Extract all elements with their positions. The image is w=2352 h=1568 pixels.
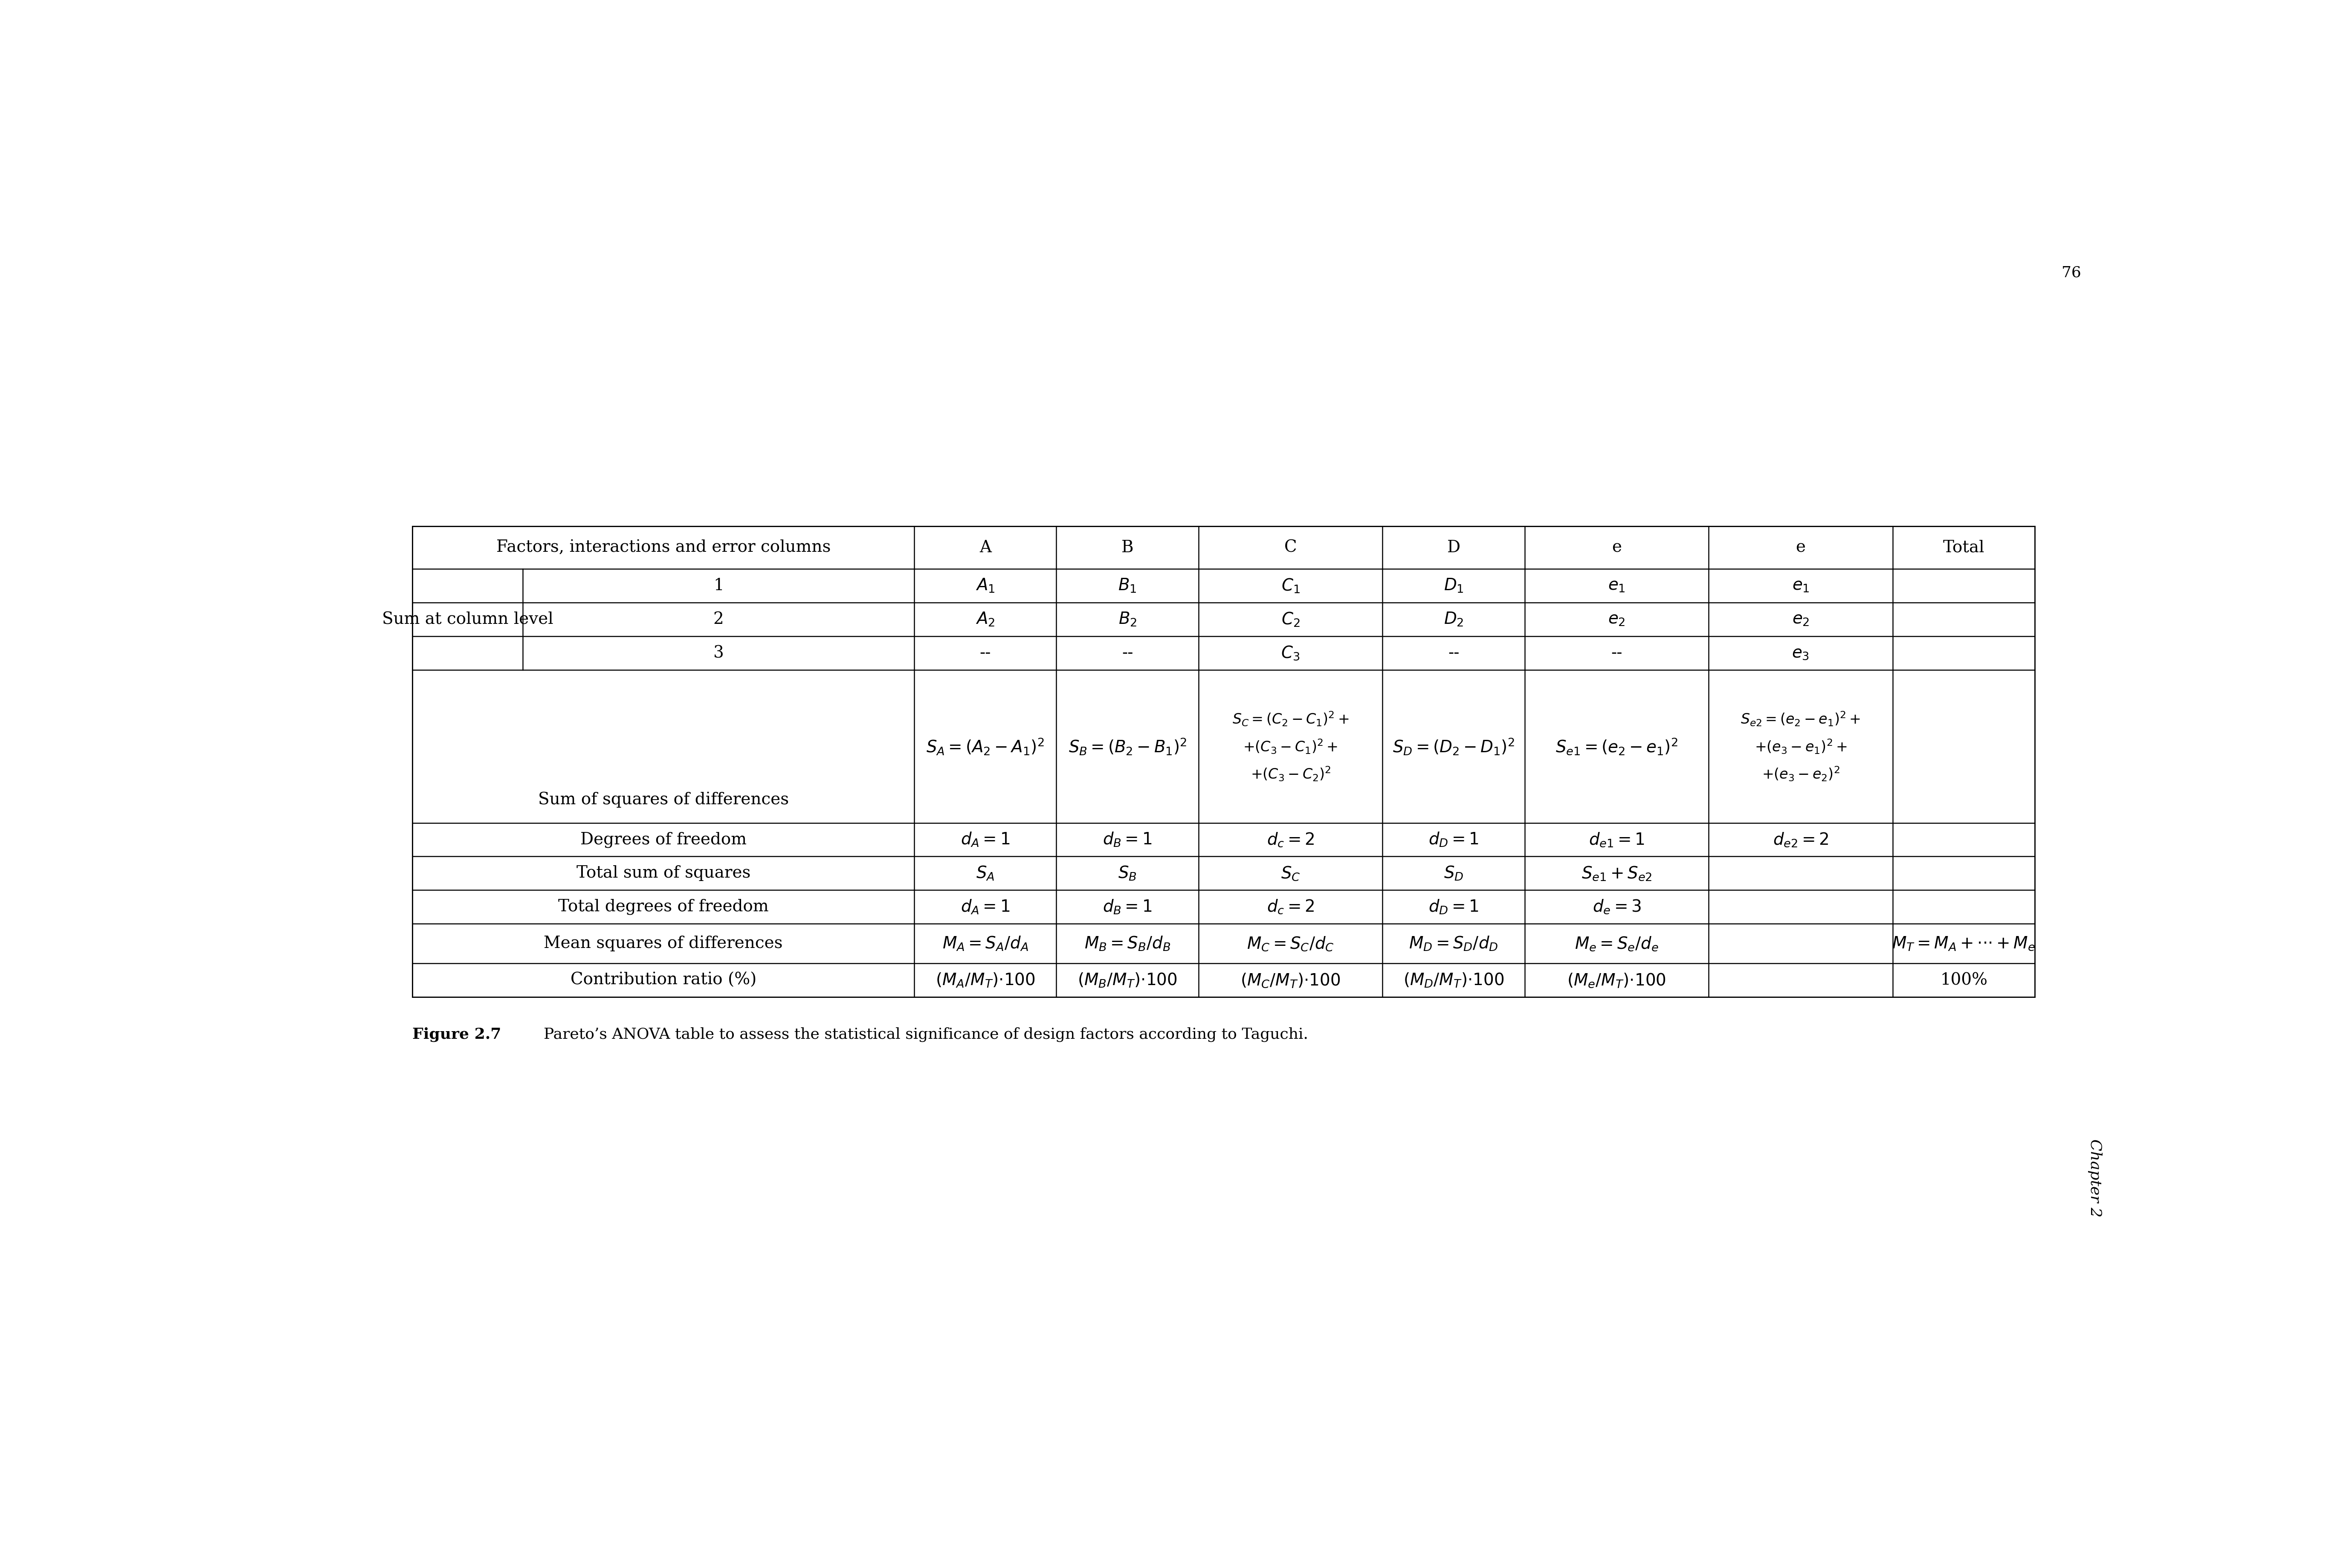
Bar (412, 527, 2034, 997)
Text: D: D (1446, 539, 1461, 555)
Text: $D_1$: $D_1$ (1444, 577, 1463, 594)
Text: $M_A=S_A/d_A$: $M_A=S_A/d_A$ (943, 935, 1028, 952)
Text: Mean squares of differences: Mean squares of differences (543, 936, 783, 952)
Text: $+(e_3-e_2)^2$: $+(e_3-e_2)^2$ (1762, 765, 1839, 782)
Text: $d_c=2$: $d_c=2$ (1268, 898, 1315, 916)
Text: 3: 3 (713, 644, 724, 662)
Text: $B_2$: $B_2$ (1117, 612, 1136, 627)
Text: $S_D$: $S_D$ (1444, 864, 1463, 881)
Text: $B_1$: $B_1$ (1117, 577, 1136, 594)
Text: $d_D=1$: $d_D=1$ (1428, 898, 1479, 916)
Text: $A_2$: $A_2$ (976, 612, 995, 627)
Text: Sum at column level: Sum at column level (381, 612, 553, 627)
Text: $S_{e2}=(e_2-e_1)^2+$: $S_{e2}=(e_2-e_1)^2+$ (1740, 710, 1860, 728)
Text: $d_B=1$: $d_B=1$ (1103, 831, 1152, 848)
Text: Contribution ratio (%): Contribution ratio (%) (569, 972, 757, 988)
Text: e: e (1611, 539, 1621, 555)
Text: 2: 2 (713, 612, 724, 627)
Text: $(M_B/M_T){\cdot}100$: $(M_B/M_T){\cdot}100$ (1077, 972, 1178, 989)
Text: $+(C_3-C_2)^2$: $+(C_3-C_2)^2$ (1251, 765, 1331, 782)
Text: $+(e_3-e_1)^2+$: $+(e_3-e_1)^2+$ (1755, 737, 1846, 756)
Text: $S_B$: $S_B$ (1117, 864, 1136, 881)
Text: $d_{e2}=2$: $d_{e2}=2$ (1773, 831, 1828, 848)
Text: $M_B=S_B/d_B$: $M_B=S_B/d_B$ (1084, 935, 1171, 952)
Text: $e_1$: $e_1$ (1792, 579, 1809, 594)
Text: $M_C=S_C/d_C$: $M_C=S_C/d_C$ (1247, 935, 1334, 952)
Text: --: -- (981, 644, 990, 662)
Text: $M_T=M_A+{\cdot}{\cdot}{\cdot}+M_e$: $M_T=M_A+{\cdot}{\cdot}{\cdot}+M_e$ (1891, 936, 2034, 952)
Text: Total sum of squares: Total sum of squares (576, 866, 750, 881)
Text: Sum of squares of differences: Sum of squares of differences (539, 792, 788, 808)
Text: B: B (1122, 539, 1134, 555)
Text: $e_1$: $e_1$ (1609, 579, 1625, 594)
Text: Total: Total (1943, 539, 1985, 555)
Text: $(M_C/M_T){\cdot}100$: $(M_C/M_T){\cdot}100$ (1240, 972, 1341, 989)
Text: $e_2$: $e_2$ (1609, 612, 1625, 627)
Text: $S_C=(C_2-C_1)^2+$: $S_C=(C_2-C_1)^2+$ (1232, 710, 1350, 728)
Text: $C_1$: $C_1$ (1282, 577, 1301, 594)
Text: 1: 1 (713, 579, 724, 594)
Text: $(M_e/M_T){\cdot}100$: $(M_e/M_T){\cdot}100$ (1566, 972, 1665, 989)
Text: $C_2$: $C_2$ (1282, 612, 1301, 629)
Text: Total degrees of freedom: Total degrees of freedom (557, 898, 769, 914)
Text: --: -- (1122, 644, 1134, 662)
Text: $e_2$: $e_2$ (1792, 612, 1809, 627)
Text: e: e (1795, 539, 1806, 555)
Text: Factors, interactions and error columns: Factors, interactions and error columns (496, 539, 830, 555)
Text: $A_1$: $A_1$ (976, 577, 995, 594)
Text: $e_3$: $e_3$ (1792, 644, 1809, 662)
Text: $(M_D/M_T){\cdot}100$: $(M_D/M_T){\cdot}100$ (1404, 972, 1503, 989)
Text: $M_e=S_e/d_e$: $M_e=S_e/d_e$ (1576, 935, 1658, 952)
Text: $d_e=3$: $d_e=3$ (1592, 898, 1642, 916)
Text: $+(C_3-C_1)^2+$: $+(C_3-C_1)^2+$ (1244, 737, 1338, 756)
Text: $S_A$: $S_A$ (976, 864, 995, 881)
Text: $d_D=1$: $d_D=1$ (1428, 831, 1479, 848)
Text: Chapter 2: Chapter 2 (2089, 1138, 2103, 1217)
Text: $S_{e1}+S_{e2}$: $S_{e1}+S_{e2}$ (1581, 866, 1651, 881)
Text: Pareto’s ANOVA table to assess the statistical significance of design factors ac: Pareto’s ANOVA table to assess the stati… (543, 1027, 1308, 1043)
Text: $D_2$: $D_2$ (1444, 612, 1463, 627)
Text: $(M_A/M_T){\cdot}100$: $(M_A/M_T){\cdot}100$ (936, 972, 1035, 989)
Text: $d_{e1}=1$: $d_{e1}=1$ (1590, 831, 1644, 848)
Text: --: -- (1611, 644, 1623, 662)
Text: $d_B=1$: $d_B=1$ (1103, 898, 1152, 916)
Text: 100%: 100% (1940, 972, 1987, 988)
Text: $S_A=(A_2-A_1)^2$: $S_A=(A_2-A_1)^2$ (927, 737, 1044, 756)
Text: $S_D=(D_2-D_1)^2$: $S_D=(D_2-D_1)^2$ (1392, 737, 1515, 756)
Text: $d_A=1$: $d_A=1$ (960, 898, 1009, 916)
Text: 76: 76 (2060, 265, 2082, 281)
Text: $M_D=S_D/d_D$: $M_D=S_D/d_D$ (1409, 935, 1498, 952)
Text: Figure 2.7: Figure 2.7 (412, 1027, 501, 1043)
Text: $S_C$: $S_C$ (1282, 866, 1301, 881)
Text: $C_3$: $C_3$ (1282, 644, 1301, 662)
Text: $d_A=1$: $d_A=1$ (960, 831, 1009, 848)
Text: --: -- (1449, 644, 1458, 662)
Text: $S_{e1}=(e_2-e_1)^2$: $S_{e1}=(e_2-e_1)^2$ (1555, 737, 1677, 756)
Text: A: A (978, 539, 990, 555)
Text: $S_B=(B_2-B_1)^2$: $S_B=(B_2-B_1)^2$ (1068, 737, 1185, 756)
Text: C: C (1284, 539, 1296, 555)
Text: $d_c=2$: $d_c=2$ (1268, 831, 1315, 848)
Text: Degrees of freedom: Degrees of freedom (581, 831, 746, 848)
